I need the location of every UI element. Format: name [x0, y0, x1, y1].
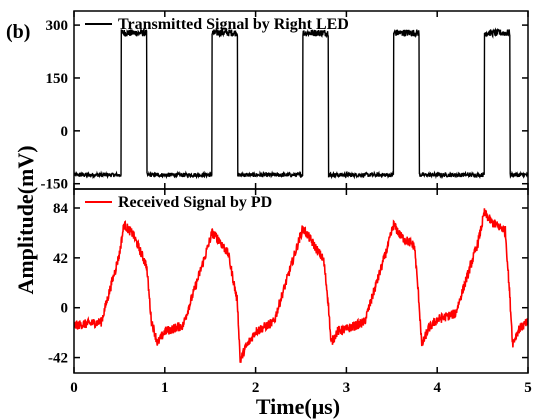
x-tick-label: 3	[343, 380, 351, 396]
x-tick-label: 5	[524, 380, 532, 396]
plot-frame	[73, 10, 529, 190]
x-axis-title: Time(μs)	[256, 394, 340, 419]
panel-label: (b)	[6, 21, 30, 43]
legend-label: Received Signal by PD	[118, 194, 272, 211]
series-line-received-signal-by-pd	[74, 208, 528, 363]
y-axis-title: Amplitude(mV)	[13, 145, 38, 294]
y-tick-label: 0	[61, 124, 69, 140]
y-tick-label: -150	[41, 177, 69, 193]
x-tick-label: 0	[70, 380, 78, 396]
y-tick-label: -42	[48, 351, 68, 367]
y-tick-label: 0	[61, 301, 69, 317]
legend-label: Transmitted Signal by Right LED	[118, 16, 349, 33]
series-line-transmitted-signal-by-right-led	[74, 27, 528, 180]
y-tick-label: 150	[46, 71, 69, 87]
x-tick-label: 4	[433, 380, 441, 396]
y-tick-label: 42	[53, 251, 68, 267]
top-panel: Transmitted Signal by Right LED -150 0 150 3…	[41, 10, 529, 193]
x-tick-label: 2	[252, 380, 260, 396]
plot-frame	[73, 188, 529, 374]
y-tick-label: 84	[53, 201, 69, 217]
x-tick-label: 1	[161, 380, 169, 396]
y-tick-label: 300	[46, 18, 69, 34]
